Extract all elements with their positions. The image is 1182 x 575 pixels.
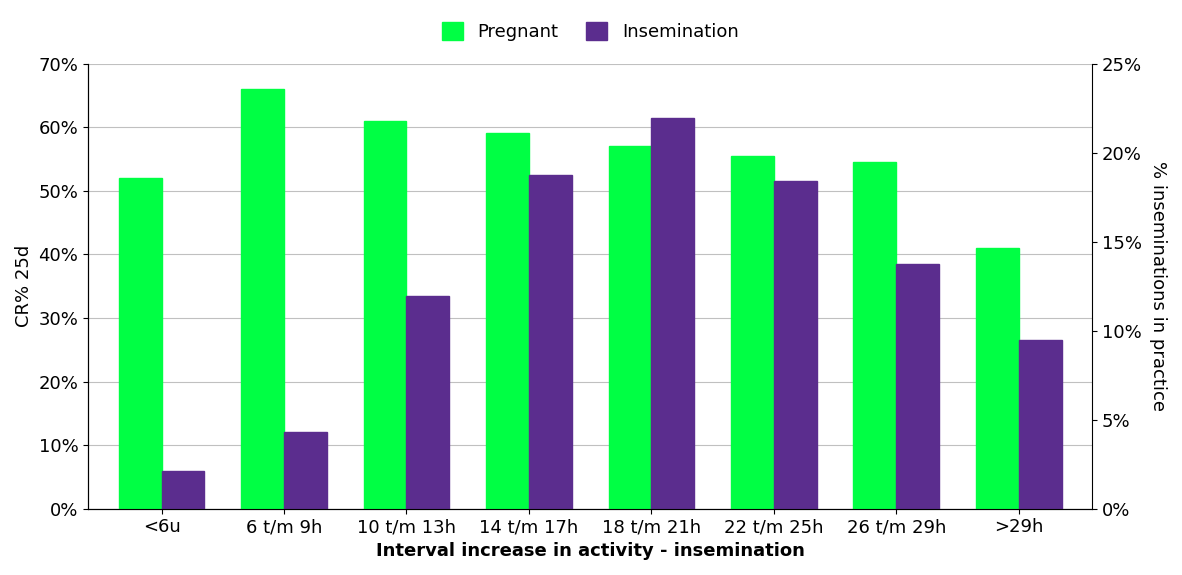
Y-axis label: CR% 25d: CR% 25d [15,245,33,327]
Y-axis label: % inseminations in practice: % inseminations in practice [1149,161,1167,411]
Bar [528,175,572,509]
Bar [730,156,774,509]
Bar [284,432,327,509]
X-axis label: Interval increase in activity - insemination: Interval increase in activity - insemina… [376,542,805,560]
Bar [609,146,651,509]
Bar [162,470,204,509]
Bar [486,133,528,509]
Bar [241,89,284,509]
Bar [118,178,162,509]
Legend: Pregnant, Insemination: Pregnant, Insemination [435,15,746,48]
Bar [853,162,896,509]
Bar [774,181,817,509]
Bar [976,248,1019,509]
Bar [651,118,694,509]
Bar [364,121,407,509]
Bar [407,296,449,509]
Bar [1019,340,1061,509]
Bar [896,264,940,509]
